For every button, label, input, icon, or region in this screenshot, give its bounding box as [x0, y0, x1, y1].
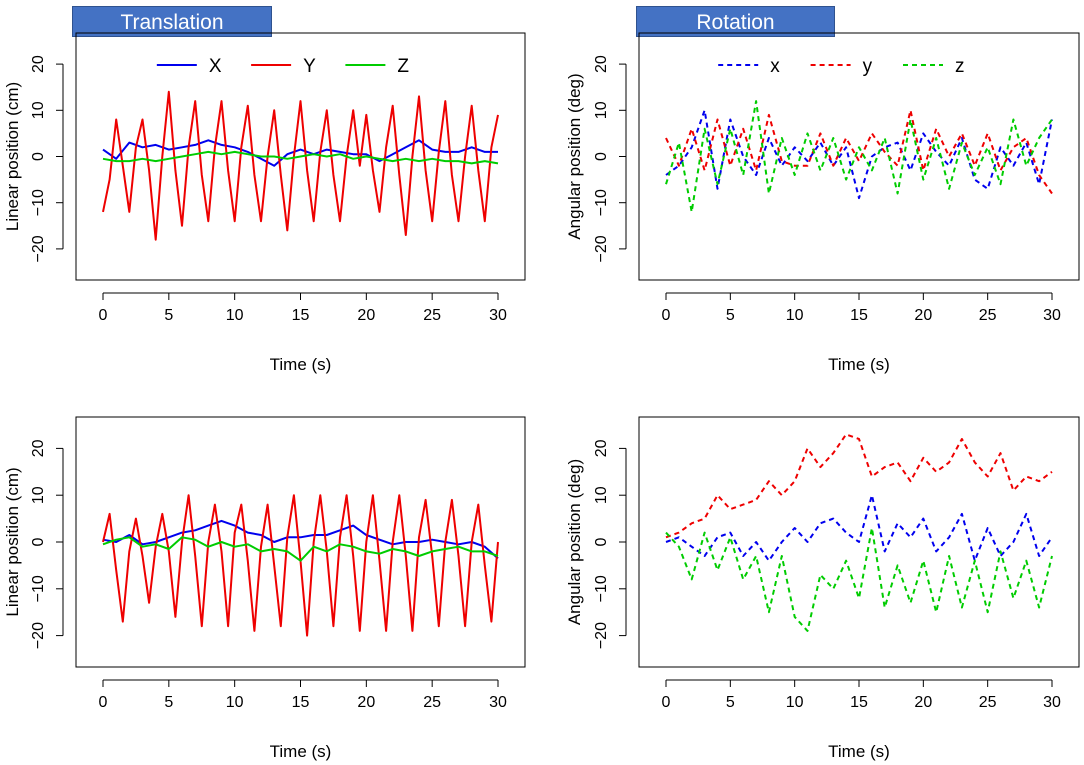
x-tick-label: 20: [914, 694, 932, 711]
plot-frame: [75, 416, 526, 668]
series-line-z: [665, 100, 1053, 213]
x-tick-label: 25: [979, 694, 997, 711]
x-tick-label: 25: [979, 307, 997, 324]
x-axis-label: Time (s): [828, 742, 890, 761]
chart-bottom-left: 0 5 10 15 20 25 30 Time (s) −20 −10 0 10 20 Linear po…: [3, 416, 526, 761]
x-tick-label: 20: [357, 694, 375, 711]
x-tick-label: 30: [1043, 694, 1061, 711]
x-tick-label: 20: [914, 307, 932, 324]
x-tick-label: 0: [662, 694, 671, 711]
y-tick-label: −10: [30, 575, 47, 602]
series-line-Y: [102, 90, 499, 241]
y-tick-label: −10: [593, 575, 610, 602]
y-tick-label: −20: [593, 235, 610, 262]
y-axis-label: Angular position (deg): [565, 459, 584, 625]
x-tick-label: 30: [489, 307, 507, 324]
series-line-x: [665, 494, 1053, 562]
y-tick-label: −20: [593, 622, 610, 649]
rotation-title-badge: Rotation: [636, 6, 835, 37]
chart-top-left: 0 5 10 15 20 25 30 Time (s) −20 −10 0 10 20 Linear po…: [3, 32, 526, 374]
legend-label-Z: Z: [397, 56, 409, 77]
series-line-x: [665, 109, 1053, 200]
x-tick-label: 5: [164, 694, 173, 711]
x-tick-label: 25: [423, 694, 441, 711]
y-axis-label: Angular position (deg): [565, 73, 584, 239]
x-tick-label: 15: [850, 694, 868, 711]
y-tick-label: 20: [593, 439, 610, 457]
x-tick-label: 5: [164, 307, 173, 324]
chart-bottom-right: 0 5 10 15 20 25 30 Time (s) −20 −10 0 10 20 Angular p…: [565, 416, 1080, 761]
x-tick-label: 10: [226, 694, 244, 711]
series-line-X: [102, 519, 499, 560]
y-tick-label: 0: [593, 537, 610, 546]
x-tick-label: 30: [1043, 307, 1061, 324]
chart-top-right: 0 5 10 15 20 25 30 Time (s) −20 −10 0 10 20 Angular p…: [565, 32, 1080, 374]
y-tick-label: 20: [30, 439, 47, 457]
x-tick-label: 15: [292, 307, 310, 324]
y-axis-label: Linear position (cm): [3, 467, 22, 616]
series-line-Y: [102, 494, 499, 637]
y-tick-label: −10: [30, 189, 47, 216]
x-tick-label: 15: [850, 307, 868, 324]
plot-frame: [75, 32, 526, 281]
y-tick-label: −20: [30, 622, 47, 649]
y-tick-label: 10: [593, 101, 610, 119]
plot-frame: [638, 32, 1080, 281]
x-tick-label: 20: [357, 307, 375, 324]
y-tick-label: −20: [30, 235, 47, 262]
series-line-z: [665, 527, 1053, 632]
y-tick-label: 0: [593, 152, 610, 161]
x-tick-label: 5: [726, 694, 735, 711]
x-tick-label: 10: [786, 307, 804, 324]
legend-label-y: y: [863, 56, 873, 77]
y-tick-label: 10: [593, 486, 610, 504]
y-tick-label: 20: [593, 55, 610, 73]
y-axis-label: Linear position (cm): [3, 82, 22, 231]
series-line-Z: [102, 150, 499, 165]
legend-label-Y: Y: [303, 56, 316, 77]
plot-frame: [638, 416, 1080, 668]
x-axis-label: Time (s): [270, 742, 332, 761]
series-line-Z: [102, 536, 499, 562]
x-tick-label: 0: [99, 694, 108, 711]
series-line-y: [665, 433, 1053, 539]
y-tick-label: 20: [30, 55, 47, 73]
series-line-y: [665, 109, 1053, 195]
legend-label-X: X: [209, 56, 222, 77]
y-tick-label: 10: [30, 101, 47, 119]
x-tick-label: 5: [726, 307, 735, 324]
y-tick-label: −10: [593, 189, 610, 216]
x-tick-label: 10: [786, 694, 804, 711]
x-tick-label: 10: [226, 307, 244, 324]
x-axis-label: Time (s): [828, 355, 890, 374]
legend-label-x: x: [770, 56, 780, 77]
legend-label-z: z: [955, 56, 965, 77]
x-axis-label: Time (s): [270, 355, 332, 374]
y-tick-label: 10: [30, 486, 47, 504]
x-tick-label: 30: [489, 694, 507, 711]
y-tick-label: 0: [30, 537, 47, 546]
series-line-X: [102, 139, 498, 167]
y-tick-label: 0: [30, 152, 47, 161]
x-tick-label: 25: [423, 307, 441, 324]
translation-title-badge: Translation: [72, 6, 272, 37]
x-tick-label: 0: [662, 307, 671, 324]
x-tick-label: 0: [99, 307, 108, 324]
x-tick-label: 15: [292, 694, 310, 711]
